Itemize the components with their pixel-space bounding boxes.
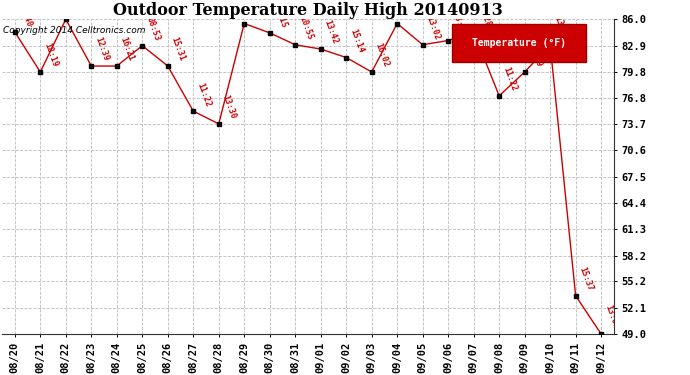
Text: Copyright 2014 Celltronics.com: Copyright 2014 Celltronics.com (3, 26, 146, 34)
Text: 11:22: 11:22 (501, 66, 518, 92)
Text: 13:30: 13:30 (221, 94, 238, 120)
Text: 08:53: 08:53 (144, 16, 161, 42)
Text: 12:39: 12:39 (93, 36, 110, 63)
Text: 11:22: 11:22 (195, 81, 213, 108)
Text: 16:02: 16:02 (374, 42, 391, 69)
Text: 13:40: 13:40 (17, 2, 34, 28)
Text: 13:28: 13:28 (475, 2, 493, 28)
Text: 13:02: 13:02 (425, 15, 442, 41)
Text: 13:22: 13:22 (552, 15, 569, 41)
Text: 13:42: 13:42 (323, 19, 339, 46)
Text: 15:14: 15:14 (348, 27, 365, 54)
Text: 14:25: 14:25 (246, 0, 264, 20)
Text: 18:19: 18:19 (42, 42, 59, 69)
Text: 10:55: 10:55 (297, 15, 314, 41)
Text: 10:15: 10:15 (272, 3, 289, 30)
Text: 15:31: 15:31 (170, 36, 187, 63)
Text: 13:03: 13:03 (603, 304, 620, 331)
Text: 13:52: 13:52 (450, 10, 467, 37)
Text: 15:08: 15:08 (68, 0, 85, 16)
Text: 14:49: 14:49 (526, 42, 544, 69)
Text: 15:37: 15:37 (578, 266, 595, 292)
Text: 16:21: 16:21 (119, 36, 136, 63)
Text: 15:57: 15:57 (400, 0, 416, 20)
Text: Temperature (°F): Temperature (°F) (472, 38, 566, 48)
FancyBboxPatch shape (452, 24, 586, 62)
Title: Outdoor Temperature Daily High 20140913: Outdoor Temperature Daily High 20140913 (113, 2, 503, 19)
